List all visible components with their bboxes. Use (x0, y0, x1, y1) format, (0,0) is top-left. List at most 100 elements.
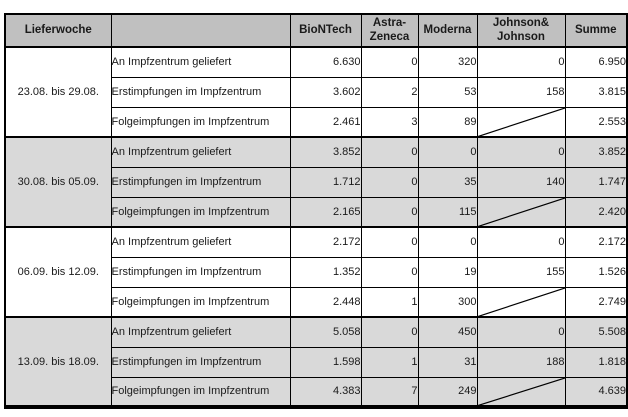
cell-summe: 1.818 (564, 346, 628, 378)
row-label: An Impfzentrum geliefert (110, 136, 291, 168)
col-header-lieferwoche: Lieferwoche (4, 13, 112, 48)
col-header-category-empty (110, 13, 291, 48)
cell-johnson: 0 (476, 46, 566, 78)
table-row: Folgeimpfungen im Impfzentrum 2.448 1 30… (5, 286, 628, 318)
header-row: Lieferwoche BioNTech Astra- Zeneca Moder… (4, 13, 628, 48)
table-row: Erstimpfungen im Impfzentrum 1.598 1 31 … (5, 346, 628, 378)
row-label: Erstimpfungen im Impfzentrum (110, 256, 291, 288)
row-label: An Impfzentrum geliefert (110, 316, 291, 348)
table-row: Erstimpfungen im Impfzentrum 3.602 2 53 … (5, 76, 628, 108)
table-row: 23.08. bis 29.08. An Impfzentrum geliefe… (4, 46, 628, 138)
cell-astrazeneca: 0 (360, 256, 419, 288)
cell-moderna: 19 (417, 256, 478, 288)
cell-astrazeneca: 0 (360, 196, 419, 228)
cell-summe: 4.639 (564, 376, 628, 408)
cell-johnson: 0 (476, 316, 566, 348)
crossed-out-cell (476, 106, 566, 138)
cell-biontech: 2.448 (289, 286, 362, 318)
vaccine-delivery-table: Lieferwoche BioNTech Astra- Zeneca Moder… (4, 13, 628, 409)
cell-summe: 1.526 (564, 256, 628, 288)
diagonal-strike-icon (478, 198, 565, 227)
cell-astrazeneca: 1 (360, 346, 419, 378)
table-row: Folgeimpfungen im Impfzentrum 4.383 7 24… (5, 376, 628, 408)
cell-astrazeneca: 0 (360, 316, 419, 348)
table-row: 06.09. bis 12.09. An Impfzentrum geliefe… (4, 226, 628, 318)
cell-biontech: 3.602 (289, 76, 362, 108)
cell-biontech: 4.383 (289, 376, 362, 408)
cell-johnson: 155 (476, 256, 566, 288)
table-row: Folgeimpfungen im Impfzentrum 2.165 0 11… (5, 196, 628, 228)
col-header-summe: Summe (564, 13, 628, 48)
row-label: Erstimpfungen im Impfzentrum (110, 166, 291, 198)
week-label: 30.08. bis 05.09. (4, 136, 112, 228)
cell-moderna: 320 (417, 46, 478, 78)
row-label: Folgeimpfungen im Impfzentrum (110, 286, 291, 318)
cell-summe: 6.950 (564, 46, 628, 78)
week-label: 23.08. bis 29.08. (4, 46, 112, 138)
cell-astrazeneca: 2 (360, 76, 419, 108)
cell-astrazeneca: 3 (360, 106, 419, 138)
cell-biontech: 1.598 (289, 346, 362, 378)
cell-biontech: 2.165 (289, 196, 362, 228)
cell-moderna: 89 (417, 106, 478, 138)
cell-summe: 5.508 (564, 316, 628, 348)
cell-astrazeneca: 7 (360, 376, 419, 408)
cell-johnson: 0 (476, 226, 566, 258)
col-header-biontech: BioNTech (289, 13, 362, 48)
cell-johnson: 0 (476, 136, 566, 168)
cell-johnson: 188 (476, 346, 566, 378)
week-label: 06.09. bis 12.09. (4, 226, 112, 318)
cell-summe: 2.172 (564, 226, 628, 258)
cell-summe: 2.749 (564, 286, 628, 318)
cell-summe: 1.747 (564, 166, 628, 198)
cell-biontech: 6.630 (289, 46, 362, 78)
cell-summe: 3.815 (564, 76, 628, 108)
cell-summe: 3.852 (564, 136, 628, 168)
cell-summe: 2.420 (564, 196, 628, 228)
row-label: Folgeimpfungen im Impfzentrum (110, 106, 291, 138)
cell-moderna: 0 (417, 226, 478, 258)
cell-biontech: 2.172 (289, 226, 362, 258)
cell-astrazeneca: 0 (360, 226, 419, 258)
cell-biontech: 1.712 (289, 166, 362, 198)
cell-moderna: 53 (417, 76, 478, 108)
row-label: An Impfzentrum geliefert (110, 46, 291, 78)
cell-moderna: 35 (417, 166, 478, 198)
cell-biontech: 3.852 (289, 136, 362, 168)
col-header-astrazeneca: Astra- Zeneca (360, 13, 419, 48)
col-header-johnson-johnson: Johnson& Johnson (476, 13, 566, 48)
crossed-out-cell (476, 376, 566, 408)
cell-moderna: 450 (417, 316, 478, 348)
cell-moderna: 115 (417, 196, 478, 228)
cell-moderna: 249 (417, 376, 478, 408)
cell-astrazeneca: 0 (360, 46, 419, 78)
diagonal-strike-icon (478, 378, 565, 406)
cell-astrazeneca: 1 (360, 286, 419, 318)
table-row: Folgeimpfungen im Impfzentrum 2.461 3 89… (5, 106, 628, 138)
cell-biontech: 5.058 (289, 316, 362, 348)
col-header-moderna: Moderna (417, 13, 478, 48)
row-label: Erstimpfungen im Impfzentrum (110, 346, 291, 378)
crossed-out-cell (476, 196, 566, 228)
row-label: Folgeimpfungen im Impfzentrum (110, 376, 291, 408)
cell-johnson: 158 (476, 76, 566, 108)
cell-biontech: 2.461 (289, 106, 362, 138)
cell-moderna: 300 (417, 286, 478, 318)
cell-moderna: 31 (417, 346, 478, 378)
cell-moderna: 0 (417, 136, 478, 168)
table-row: 30.08. bis 05.09. An Impfzentrum geliefe… (4, 136, 628, 228)
row-label: An Impfzentrum geliefert (110, 226, 291, 258)
crossed-out-cell (476, 286, 566, 318)
row-label: Folgeimpfungen im Impfzentrum (110, 196, 291, 228)
cell-summe: 2.553 (564, 106, 628, 138)
diagonal-strike-icon (478, 108, 565, 137)
table-row: 13.09. bis 18.09. An Impfzentrum geliefe… (4, 316, 628, 408)
cell-biontech: 1.352 (289, 256, 362, 288)
row-label: Erstimpfungen im Impfzentrum (110, 76, 291, 108)
diagonal-strike-icon (478, 288, 565, 317)
cell-astrazeneca: 0 (360, 136, 419, 168)
cell-johnson: 140 (476, 166, 566, 198)
week-label: 13.09. bis 18.09. (4, 316, 112, 408)
cell-astrazeneca: 0 (360, 166, 419, 198)
